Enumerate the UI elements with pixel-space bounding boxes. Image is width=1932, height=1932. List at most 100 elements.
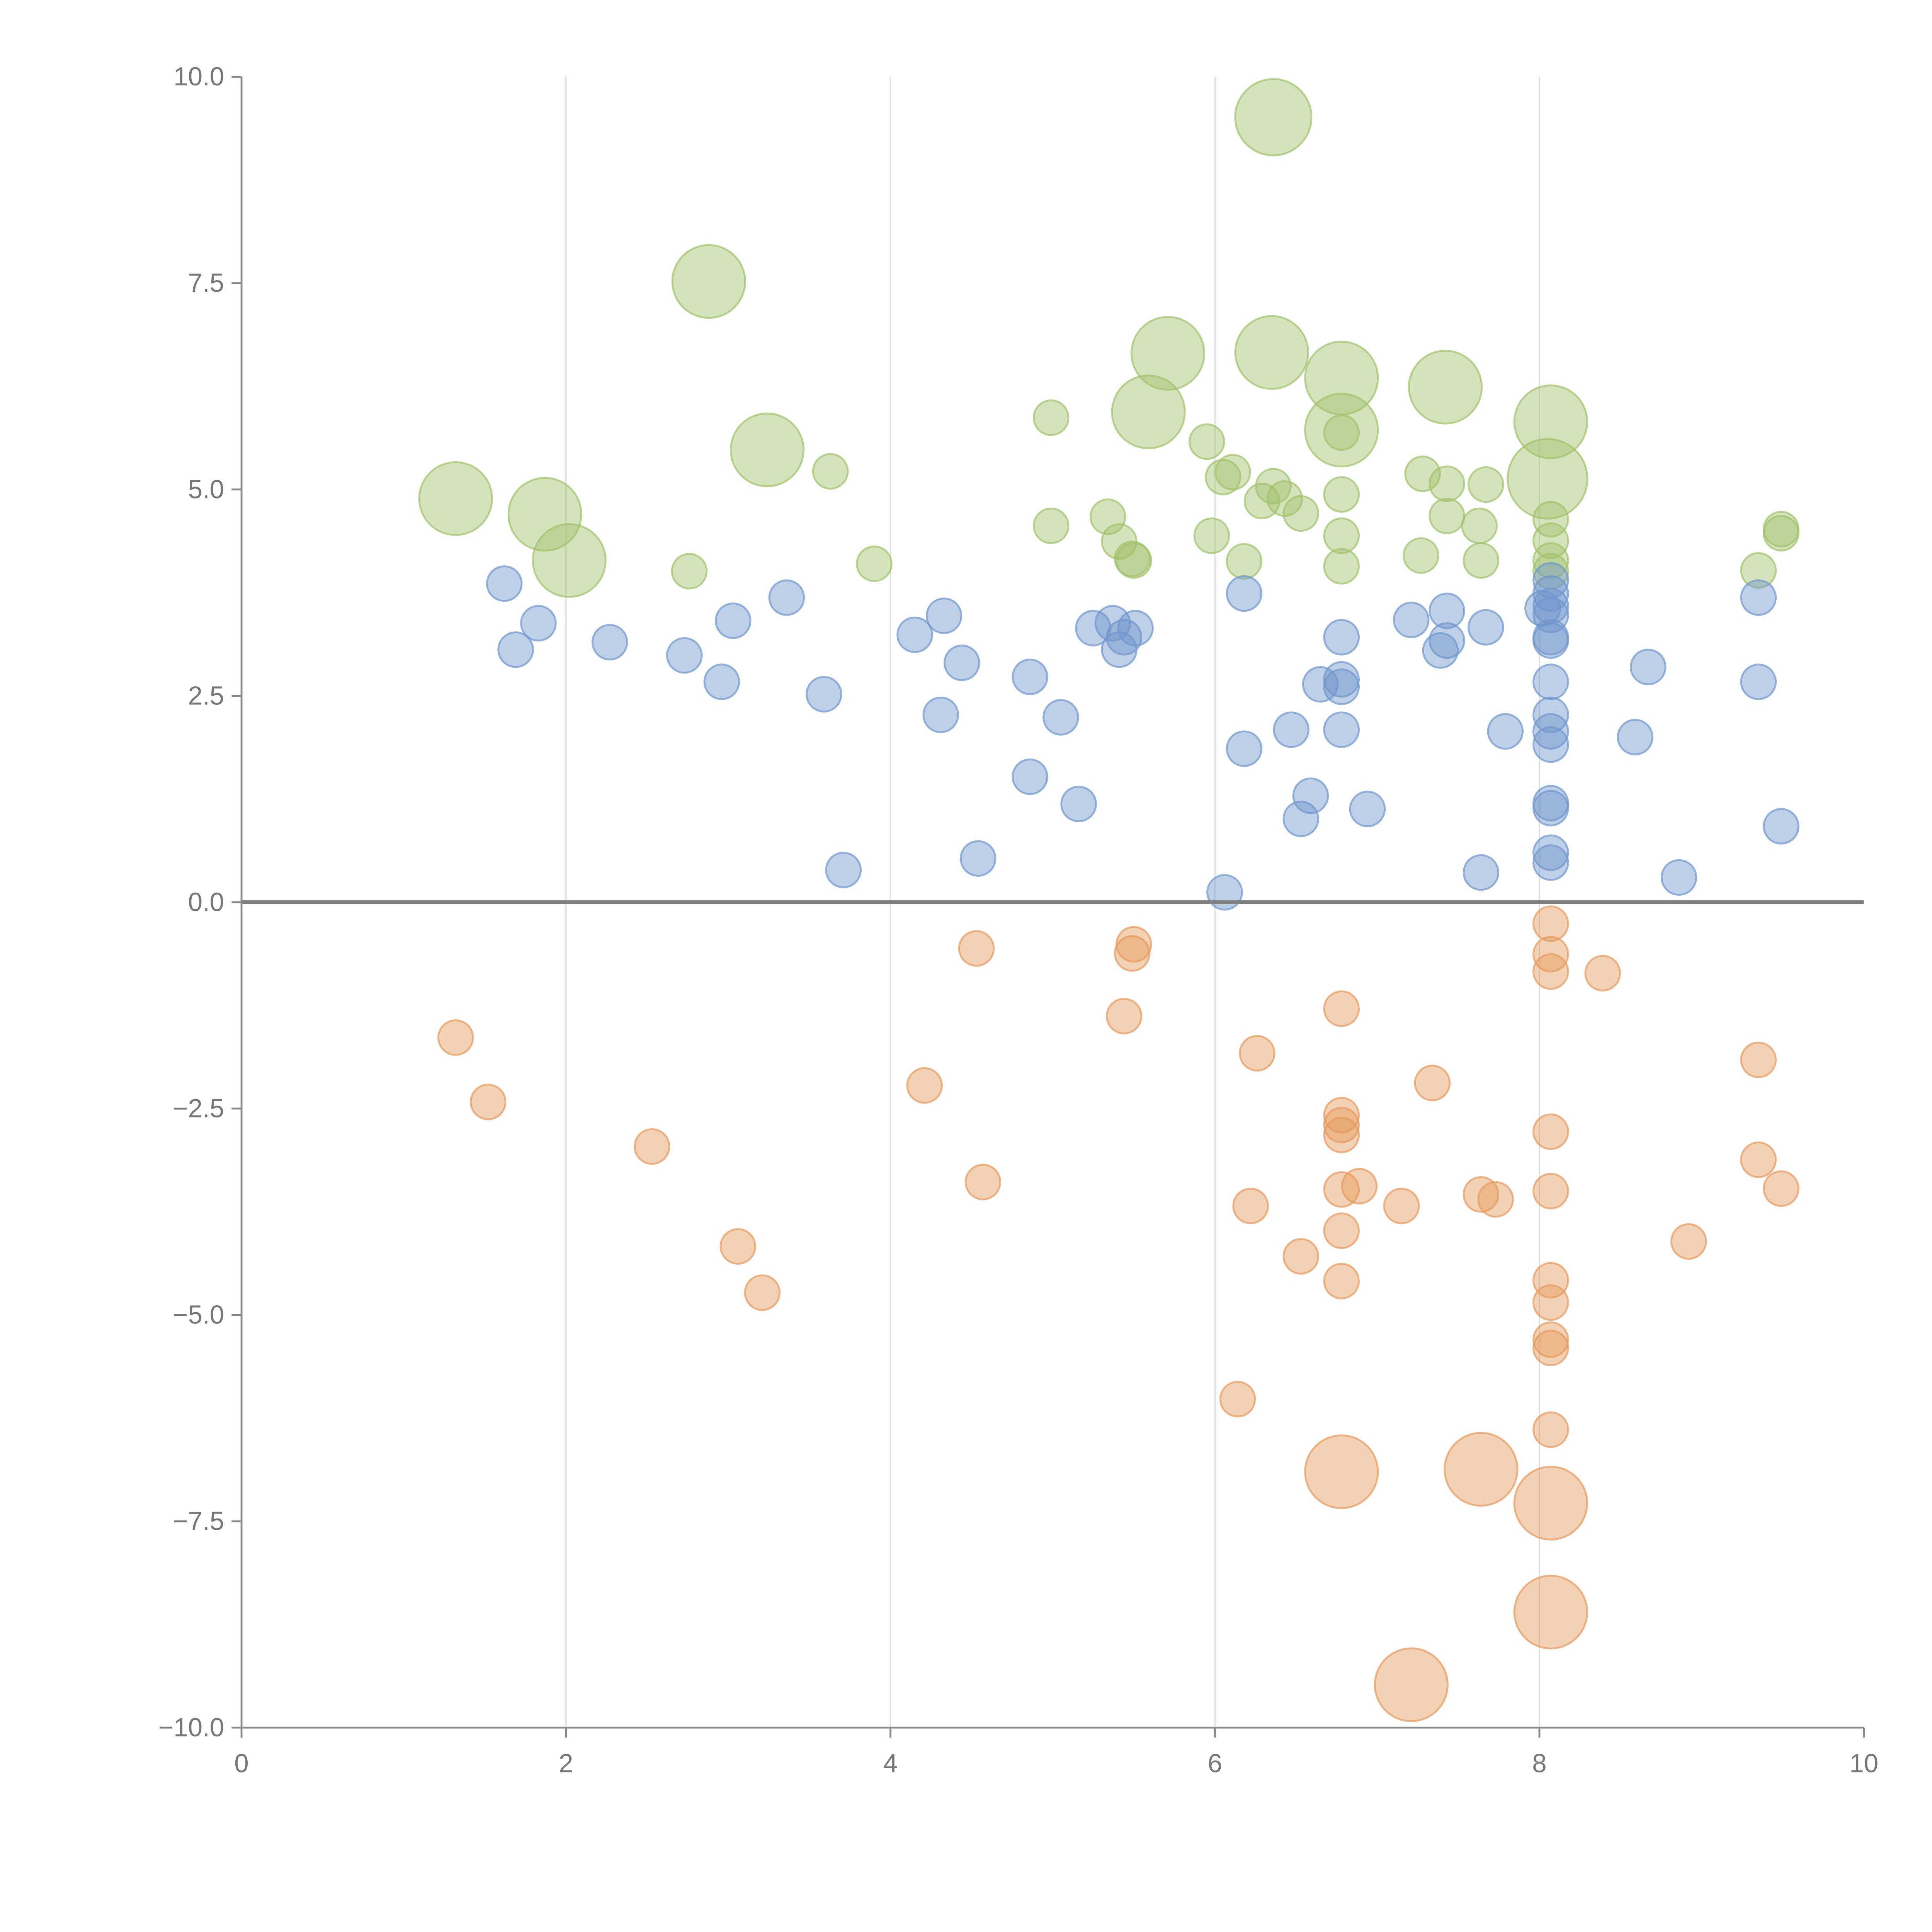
- data-point: [1532, 597, 1569, 633]
- y-tick-label: −5.0: [173, 1300, 224, 1329]
- data-point: [812, 453, 849, 490]
- data-point: [1532, 1284, 1569, 1321]
- data-point: [591, 624, 628, 661]
- x-tick-label: 4: [883, 1749, 898, 1778]
- y-tick-label: 5.0: [188, 475, 224, 504]
- data-point: [1043, 699, 1079, 736]
- data-point: [1617, 719, 1653, 755]
- data-point: [1660, 859, 1697, 896]
- data-point: [1532, 953, 1569, 990]
- data-point: [1232, 1187, 1269, 1225]
- data-point: [1116, 542, 1152, 579]
- data-point: [1513, 1466, 1588, 1541]
- data-point: [964, 1163, 1002, 1201]
- data-point: [1532, 834, 1569, 871]
- data-point: [1532, 522, 1569, 559]
- data-point: [520, 605, 557, 642]
- data-point: [1282, 1238, 1320, 1275]
- data-point: [1532, 501, 1569, 538]
- x-tick-label: 8: [1532, 1749, 1546, 1778]
- data-point: [1513, 384, 1588, 459]
- x-tick-label: 10: [1849, 1749, 1878, 1778]
- data-point: [1383, 1187, 1420, 1225]
- data-point: [1323, 1212, 1360, 1249]
- data-point: [1012, 658, 1048, 696]
- data-point: [497, 631, 534, 668]
- data-point: [507, 477, 582, 552]
- data-point: [469, 1083, 507, 1121]
- axes: 0 2 4 6 8 10 10.0 7.5 5.0 2.5 0.0 −2.5 −5.0 −7.5 −10.0: [158, 62, 1878, 1778]
- data-point: [1429, 465, 1465, 502]
- data-point: [1740, 552, 1777, 589]
- data-point: [1206, 874, 1243, 911]
- data-point: [1323, 476, 1360, 513]
- data-point: [943, 645, 980, 681]
- data-point: [896, 616, 933, 653]
- data-point: [925, 597, 963, 634]
- data-point: [1463, 1176, 1500, 1213]
- data-point: [1670, 1223, 1707, 1260]
- data-point: [1111, 374, 1186, 449]
- data-point: [1323, 1117, 1360, 1153]
- data-point: [1188, 423, 1225, 460]
- x-tick-label: 0: [234, 1749, 248, 1778]
- data-point: [437, 1019, 474, 1056]
- data-point: [1234, 315, 1309, 390]
- data-point: [1630, 648, 1667, 685]
- data-point: [1463, 854, 1500, 891]
- data-point: [1226, 730, 1263, 767]
- data-point: [1532, 1321, 1569, 1358]
- data-point: [1532, 1330, 1569, 1366]
- data-point: [1740, 663, 1777, 700]
- data-point: [1323, 517, 1360, 554]
- data-point: [1532, 713, 1569, 750]
- data-point: [1429, 622, 1465, 659]
- y-tick-label: 10.0: [173, 62, 224, 91]
- data-point: [1584, 955, 1621, 992]
- data-point: [1374, 1647, 1449, 1722]
- data-point: [1349, 791, 1386, 827]
- data-points: [418, 78, 1799, 1722]
- data-point: [1532, 542, 1569, 579]
- data-point: [666, 637, 703, 674]
- data-point: [1532, 1411, 1569, 1448]
- data-point: [1532, 1113, 1569, 1150]
- data-point: [1323, 990, 1360, 1027]
- data-point: [1468, 466, 1504, 503]
- data-point: [1532, 844, 1569, 881]
- data-point: [744, 1274, 781, 1311]
- data-point: [1463, 542, 1500, 579]
- data-point: [1323, 414, 1360, 451]
- data-point: [906, 1067, 943, 1104]
- data-point: [1763, 1170, 1799, 1207]
- data-point: [418, 461, 493, 536]
- data-point: [1273, 711, 1310, 748]
- data-point: [806, 676, 842, 713]
- data-point: [1214, 454, 1251, 491]
- data-point: [1323, 661, 1360, 698]
- data-point: [1532, 575, 1569, 612]
- data-point: [1032, 399, 1070, 436]
- data-point: [1323, 711, 1360, 748]
- data-point: [958, 930, 995, 967]
- y-tick-label: 0.0: [188, 888, 224, 917]
- data-point: [1532, 905, 1569, 942]
- data-point: [1323, 619, 1360, 656]
- data-point: [1468, 609, 1504, 646]
- data-point: [730, 412, 805, 487]
- data-point: [1193, 517, 1230, 554]
- data-point: [1089, 498, 1126, 535]
- data-point: [1292, 777, 1329, 814]
- data-point: [1532, 1262, 1569, 1299]
- data-point: [1226, 543, 1263, 580]
- data-point: [1282, 800, 1320, 837]
- data-point: [1060, 786, 1097, 823]
- data-point: [1422, 632, 1459, 669]
- data-point: [1012, 758, 1048, 795]
- data-point: [1393, 602, 1430, 638]
- x-tick-label: 6: [1208, 1749, 1222, 1778]
- data-point: [486, 565, 523, 602]
- data-point: [1323, 548, 1360, 585]
- data-point: [922, 696, 959, 733]
